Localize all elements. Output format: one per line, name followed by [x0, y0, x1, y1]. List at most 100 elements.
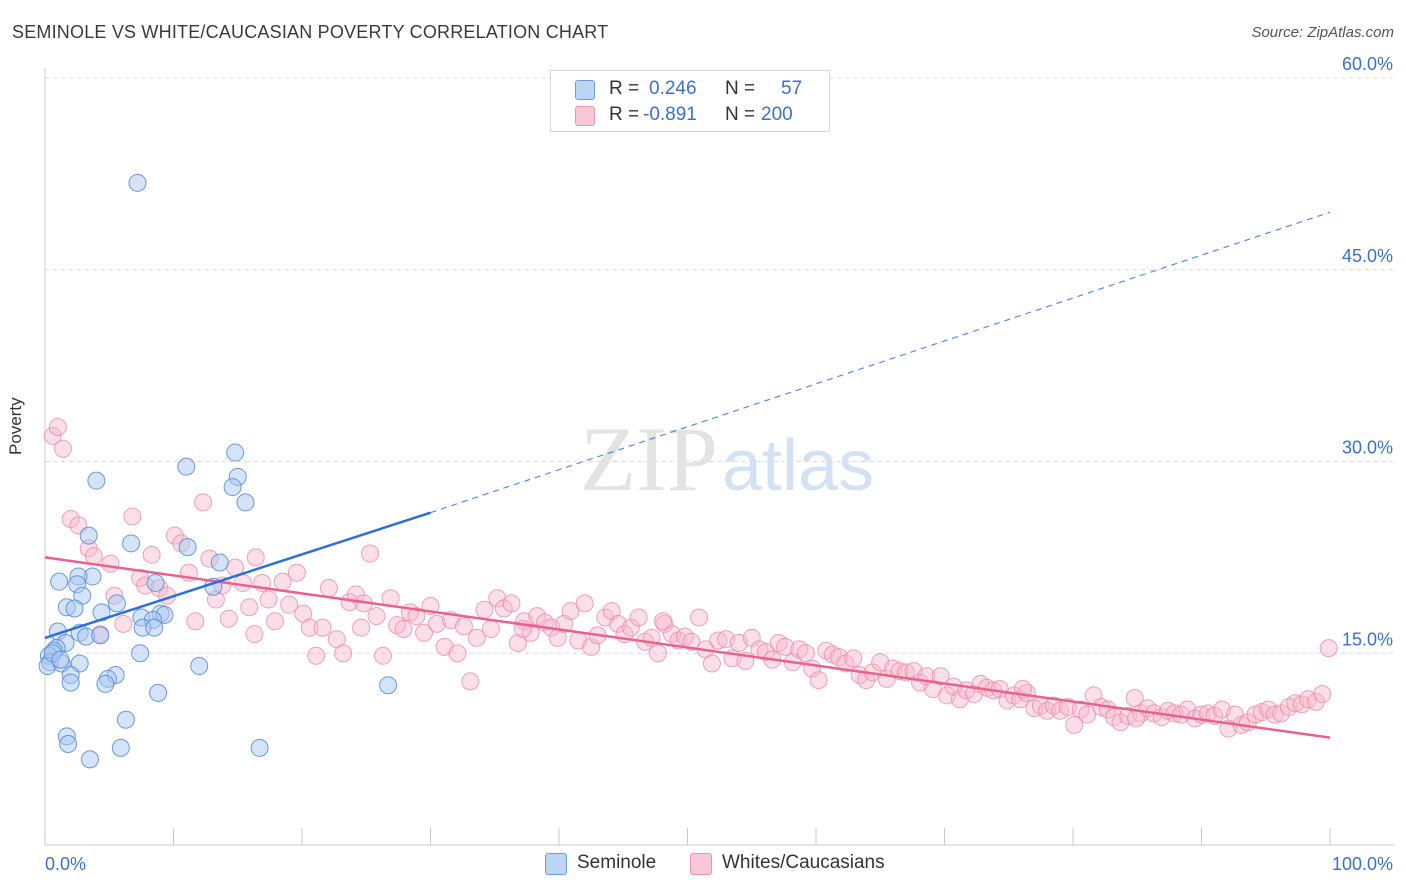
seminole-point — [91, 626, 110, 645]
whites-caucasians-point — [334, 644, 353, 663]
seminole-point — [145, 618, 164, 637]
seminole-point — [61, 673, 80, 692]
whites-caucasians-point — [1078, 705, 1097, 724]
whites-caucasians-point — [259, 590, 278, 609]
seminole-point — [178, 538, 197, 557]
seminole-point — [79, 526, 98, 545]
whites-caucasians-point — [528, 607, 547, 626]
whites-caucasians-point — [830, 648, 849, 667]
whites-caucasians-point — [319, 579, 338, 598]
whites-caucasians-point — [561, 602, 580, 621]
seminole-point — [379, 676, 398, 695]
whites-caucasians-point — [776, 637, 795, 656]
seminole-point — [223, 478, 242, 497]
legend-n-label: N = — [725, 104, 756, 125]
whites-caucasians-point — [1065, 715, 1084, 734]
series-name-whites: Whites/Caucasians — [722, 852, 885, 873]
legend-n-value: 200 — [761, 104, 793, 125]
whites-caucasians-point — [313, 618, 332, 637]
seminole-point — [87, 471, 106, 490]
legend-r-label: R = — [609, 104, 640, 125]
seminole-point — [111, 738, 130, 757]
whites-caucasians-point — [240, 598, 259, 617]
whites-caucasians-point — [461, 672, 480, 691]
whites-caucasians-point — [654, 612, 673, 631]
legend-r-value: 0.246 — [649, 78, 697, 99]
whites-caucasians-point — [950, 690, 969, 709]
seminole-point — [116, 710, 135, 729]
seminole-swatch — [545, 853, 567, 875]
whites-caucasians-point — [931, 667, 950, 686]
whites-caucasians-point — [648, 644, 667, 663]
whites-caucasians-point — [488, 589, 507, 608]
whites-caucasians-point — [352, 618, 371, 637]
watermark-atlas: atlas — [722, 426, 874, 506]
y-tick-label: 15.0% — [1342, 629, 1393, 649]
seminole-point — [146, 573, 165, 592]
whites-caucasians-point — [114, 614, 133, 633]
whites-swatch — [690, 853, 712, 875]
seminole-point — [250, 738, 269, 757]
seminole-point — [226, 443, 245, 462]
whites-caucasians-point — [266, 612, 285, 631]
seminole-trend-line — [44, 511, 431, 640]
whites-caucasians-point — [844, 649, 863, 668]
seminole-point — [51, 650, 70, 669]
whites-caucasians-point — [682, 632, 701, 651]
whites-caucasians-point — [756, 642, 775, 661]
whites-caucasians-point — [415, 623, 434, 642]
whites-caucasians-point — [621, 618, 640, 637]
whites-caucasians-point — [508, 634, 527, 653]
whites-caucasians-point — [373, 646, 392, 665]
whites-caucasians-point — [1111, 713, 1130, 732]
axes — [44, 68, 1395, 846]
whites-caucasians-point — [53, 439, 72, 458]
correlation-legend: R = 0.246 N = 57 R = -0.891 N = 200 — [550, 70, 830, 132]
series-name-seminole: Seminole — [577, 852, 657, 873]
whites-caucasians-point — [448, 644, 467, 663]
whites-caucasians-point — [1306, 692, 1325, 711]
whites-caucasians-point — [361, 544, 380, 563]
whites-caucasians-point — [690, 608, 709, 627]
whites-caucasians-point — [233, 573, 252, 592]
chart-title: SEMINOLE VS WHITE/CAUCASIAN POVERTY CORR… — [12, 22, 609, 42]
whites-caucasians-point — [394, 619, 413, 638]
seminole-point — [128, 173, 147, 192]
whites-caucasians-point — [219, 609, 238, 628]
whites-trend-line — [44, 556, 1331, 739]
grid-lines — [45, 77, 1395, 654]
seminole-point — [131, 644, 150, 663]
whites-caucasians-point — [246, 548, 265, 567]
seminole-point — [65, 599, 84, 618]
whites-caucasians-point — [1265, 705, 1284, 724]
legend-r-value: -0.891 — [643, 104, 697, 125]
whites-swatch — [575, 106, 595, 126]
whites-caucasians-point — [300, 618, 319, 637]
y-tick-label: 45.0% — [1342, 246, 1393, 266]
whites-caucasians-point — [287, 563, 306, 582]
whites-caucasians-point — [194, 493, 213, 512]
whites-caucasians-point — [407, 607, 426, 626]
seminole-point — [107, 594, 126, 613]
seminole-swatch — [575, 80, 595, 100]
whites-caucasians-point — [1272, 704, 1291, 723]
seminole-point — [177, 457, 196, 476]
whites-caucasians-point — [61, 510, 80, 529]
whites-caucasians-point — [575, 594, 594, 613]
whites-caucasians-point — [809, 671, 828, 690]
whites-caucasians-point — [427, 614, 446, 633]
whites-caucasians-point — [709, 631, 728, 650]
seminole-point — [210, 553, 229, 572]
whites-caucasians-point — [1319, 639, 1338, 658]
whites-caucasians-point — [1125, 688, 1144, 707]
whites-caucasians-point — [702, 654, 721, 673]
whites-caucasians-point — [142, 545, 161, 564]
trend-lines — [44, 211, 1331, 739]
x-tick-label: 0.0% — [45, 854, 86, 874]
whites-caucasians-point — [307, 646, 326, 665]
whites-caucasians-point — [629, 608, 648, 627]
whites-caucasians-point — [467, 628, 486, 647]
whites-caucasians-point — [502, 594, 521, 613]
seminole-point — [50, 572, 69, 591]
whites-caucasians-point — [1313, 685, 1332, 704]
